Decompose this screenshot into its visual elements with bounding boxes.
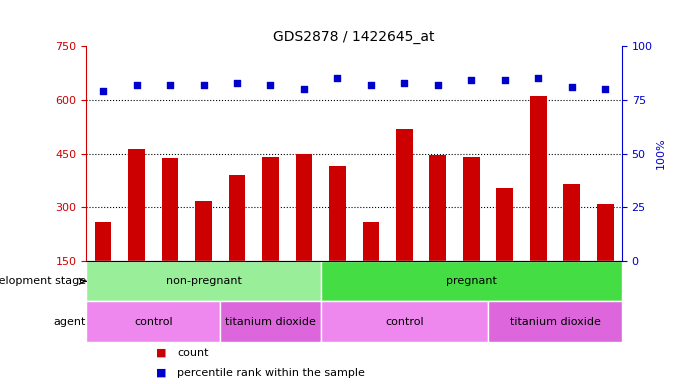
Text: control: control — [385, 316, 424, 327]
Bar — [229, 175, 245, 261]
Point — [366, 82, 377, 88]
Point — [466, 78, 477, 84]
Text: ■: ■ — [156, 368, 167, 378]
FancyBboxPatch shape — [86, 301, 220, 342]
Title: GDS2878 / 1422645_at: GDS2878 / 1422645_at — [274, 30, 435, 44]
Bar — [195, 201, 212, 261]
Bar — [396, 129, 413, 261]
Text: ■: ■ — [156, 348, 167, 358]
Text: agent: agent — [53, 316, 86, 327]
FancyBboxPatch shape — [321, 261, 622, 301]
FancyBboxPatch shape — [220, 301, 321, 342]
Point — [533, 75, 544, 81]
Point — [265, 82, 276, 88]
Point — [164, 82, 176, 88]
FancyBboxPatch shape — [86, 261, 321, 301]
Bar — [429, 156, 446, 261]
Bar — [95, 222, 111, 261]
Point — [332, 75, 343, 81]
Bar — [296, 154, 312, 261]
Text: development stage: development stage — [0, 276, 86, 286]
Bar — [496, 188, 513, 261]
Point — [433, 82, 444, 88]
Point — [198, 82, 209, 88]
Point — [299, 86, 310, 92]
Text: titanium dioxide: titanium dioxide — [225, 316, 316, 327]
Text: non-pregnant: non-pregnant — [166, 276, 241, 286]
Bar — [530, 96, 547, 261]
FancyBboxPatch shape — [321, 301, 488, 342]
Bar — [463, 157, 480, 261]
Text: control: control — [134, 316, 173, 327]
Point — [600, 86, 611, 92]
Y-axis label: 100%: 100% — [655, 138, 665, 169]
Text: pregnant: pregnant — [446, 276, 497, 286]
Point — [566, 84, 577, 90]
Bar — [329, 166, 346, 261]
Bar — [262, 157, 279, 261]
Point — [399, 79, 410, 86]
Bar — [563, 184, 580, 261]
Point — [499, 78, 510, 84]
Point — [131, 82, 142, 88]
Bar — [597, 205, 614, 261]
Text: count: count — [178, 348, 209, 358]
Point — [231, 79, 243, 86]
FancyBboxPatch shape — [488, 301, 622, 342]
Text: titanium dioxide: titanium dioxide — [509, 316, 600, 327]
Bar — [162, 158, 178, 261]
Bar — [363, 222, 379, 261]
Text: percentile rank within the sample: percentile rank within the sample — [178, 368, 366, 378]
Bar — [129, 149, 145, 261]
Point — [97, 88, 108, 94]
